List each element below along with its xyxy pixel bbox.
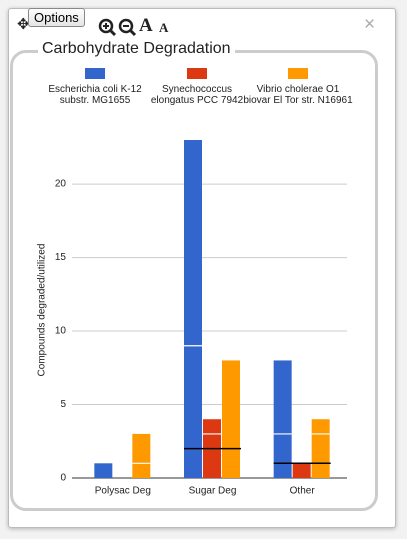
bar bbox=[222, 360, 240, 478]
y-tick-label: 0 bbox=[60, 473, 66, 484]
x-tick-label: Sugar Deg bbox=[189, 486, 237, 497]
legend-label: Escherichia coli K-12 substr. MG1655 bbox=[48, 84, 142, 106]
bar bbox=[273, 360, 292, 478]
y-tick-label: 20 bbox=[55, 179, 67, 190]
move-icon[interactable]: ✥ bbox=[17, 16, 30, 33]
bar bbox=[132, 433, 151, 478]
legend-label: Synechococcus elongatus PCC 7942 bbox=[150, 84, 244, 106]
font-larger[interactable]: A bbox=[139, 15, 153, 36]
legend-label: Vibrio cholerae O1 biovar El Tor str. N1… bbox=[243, 84, 353, 106]
bar bbox=[311, 419, 330, 478]
font-smaller[interactable]: A bbox=[159, 20, 169, 35]
x-tick-label: Polysac Deg bbox=[95, 486, 151, 497]
close-button[interactable]: × bbox=[364, 14, 376, 35]
panel-title: Carbohydrate Degradation bbox=[38, 40, 235, 58]
y-tick-label: 15 bbox=[55, 252, 67, 263]
legend-swatch bbox=[288, 68, 308, 79]
bar bbox=[292, 463, 311, 478]
x-tick-label: Other bbox=[290, 486, 316, 497]
y-tick-label: 10 bbox=[55, 326, 67, 337]
bar bbox=[184, 140, 202, 478]
legend-swatch bbox=[85, 68, 105, 79]
legend-swatch bbox=[187, 68, 207, 79]
y-tick-label: 5 bbox=[60, 399, 66, 410]
options-button[interactable]: Options bbox=[28, 8, 85, 27]
bar bbox=[94, 463, 113, 478]
y-axis-label: Compounds degraded/utilized bbox=[37, 244, 48, 377]
